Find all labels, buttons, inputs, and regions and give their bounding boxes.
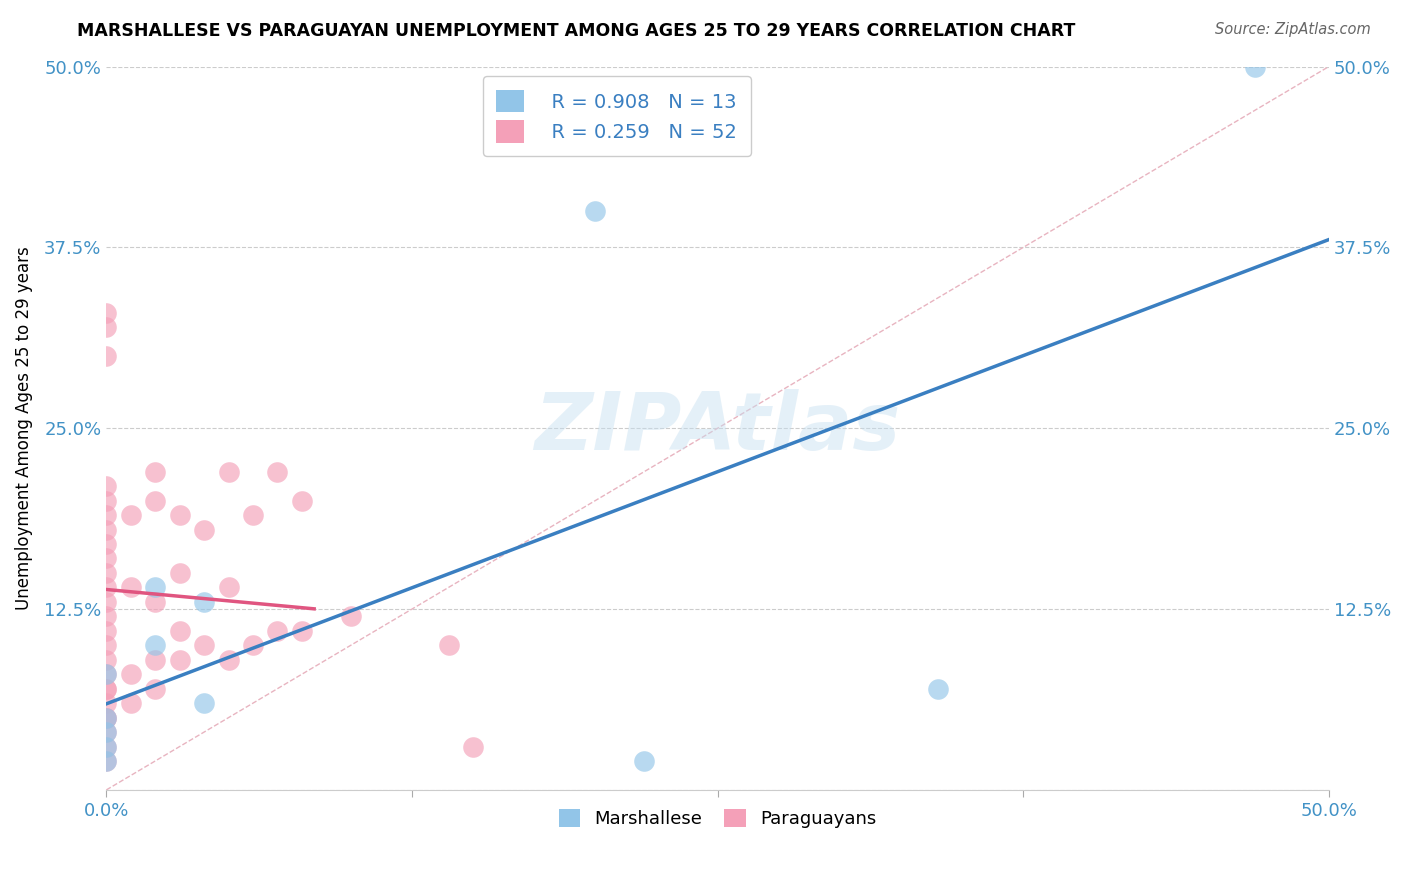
Point xyxy=(437,638,460,652)
Point xyxy=(96,653,118,667)
Point xyxy=(96,305,118,319)
Point xyxy=(96,493,118,508)
Point xyxy=(143,638,166,652)
Point xyxy=(96,725,118,739)
Point xyxy=(96,739,118,754)
Point xyxy=(96,320,118,334)
Point xyxy=(120,508,142,522)
Point xyxy=(96,681,118,696)
Point xyxy=(169,566,191,580)
Legend: Marshallese, Paraguayans: Marshallese, Paraguayans xyxy=(551,801,884,835)
Point xyxy=(169,624,191,638)
Point xyxy=(96,624,118,638)
Point xyxy=(96,638,118,652)
Point xyxy=(96,681,118,696)
Point xyxy=(120,667,142,681)
Point xyxy=(96,725,118,739)
Point xyxy=(143,653,166,667)
Point xyxy=(340,609,363,624)
Point xyxy=(633,754,655,768)
Point xyxy=(96,710,118,724)
Point xyxy=(96,609,118,624)
Point xyxy=(218,581,240,595)
Point xyxy=(143,595,166,609)
Point xyxy=(193,696,215,710)
Y-axis label: Unemployment Among Ages 25 to 29 years: Unemployment Among Ages 25 to 29 years xyxy=(15,246,32,610)
Point xyxy=(96,754,118,768)
Point xyxy=(242,638,264,652)
Point xyxy=(96,739,118,754)
Point xyxy=(96,667,118,681)
Point xyxy=(193,523,215,537)
Point xyxy=(1244,60,1267,74)
Point xyxy=(96,349,118,363)
Point xyxy=(143,581,166,595)
Point xyxy=(96,551,118,566)
Point xyxy=(120,696,142,710)
Point xyxy=(169,508,191,522)
Point xyxy=(96,537,118,551)
Point xyxy=(193,595,215,609)
Point xyxy=(96,667,118,681)
Point xyxy=(218,653,240,667)
Point xyxy=(461,739,484,754)
Point xyxy=(96,581,118,595)
Point xyxy=(143,465,166,479)
Point xyxy=(96,696,118,710)
Point xyxy=(96,710,118,724)
Point xyxy=(143,681,166,696)
Point xyxy=(143,493,166,508)
Point xyxy=(266,465,288,479)
Point xyxy=(266,624,288,638)
Point xyxy=(242,508,264,522)
Text: MARSHALLESE VS PARAGUAYAN UNEMPLOYMENT AMONG AGES 25 TO 29 YEARS CORRELATION CHA: MARSHALLESE VS PARAGUAYAN UNEMPLOYMENT A… xyxy=(77,22,1076,40)
Point xyxy=(583,204,606,219)
Point xyxy=(96,566,118,580)
Point xyxy=(96,710,118,724)
Point xyxy=(193,638,215,652)
Point xyxy=(218,465,240,479)
Point xyxy=(291,493,314,508)
Point xyxy=(291,624,314,638)
Point xyxy=(96,479,118,493)
Text: Source: ZipAtlas.com: Source: ZipAtlas.com xyxy=(1215,22,1371,37)
Point xyxy=(96,595,118,609)
Point xyxy=(96,508,118,522)
Text: ZIPAtlas: ZIPAtlas xyxy=(534,389,901,467)
Point xyxy=(169,653,191,667)
Point xyxy=(927,681,949,696)
Point xyxy=(96,754,118,768)
Point xyxy=(96,523,118,537)
Point xyxy=(120,581,142,595)
